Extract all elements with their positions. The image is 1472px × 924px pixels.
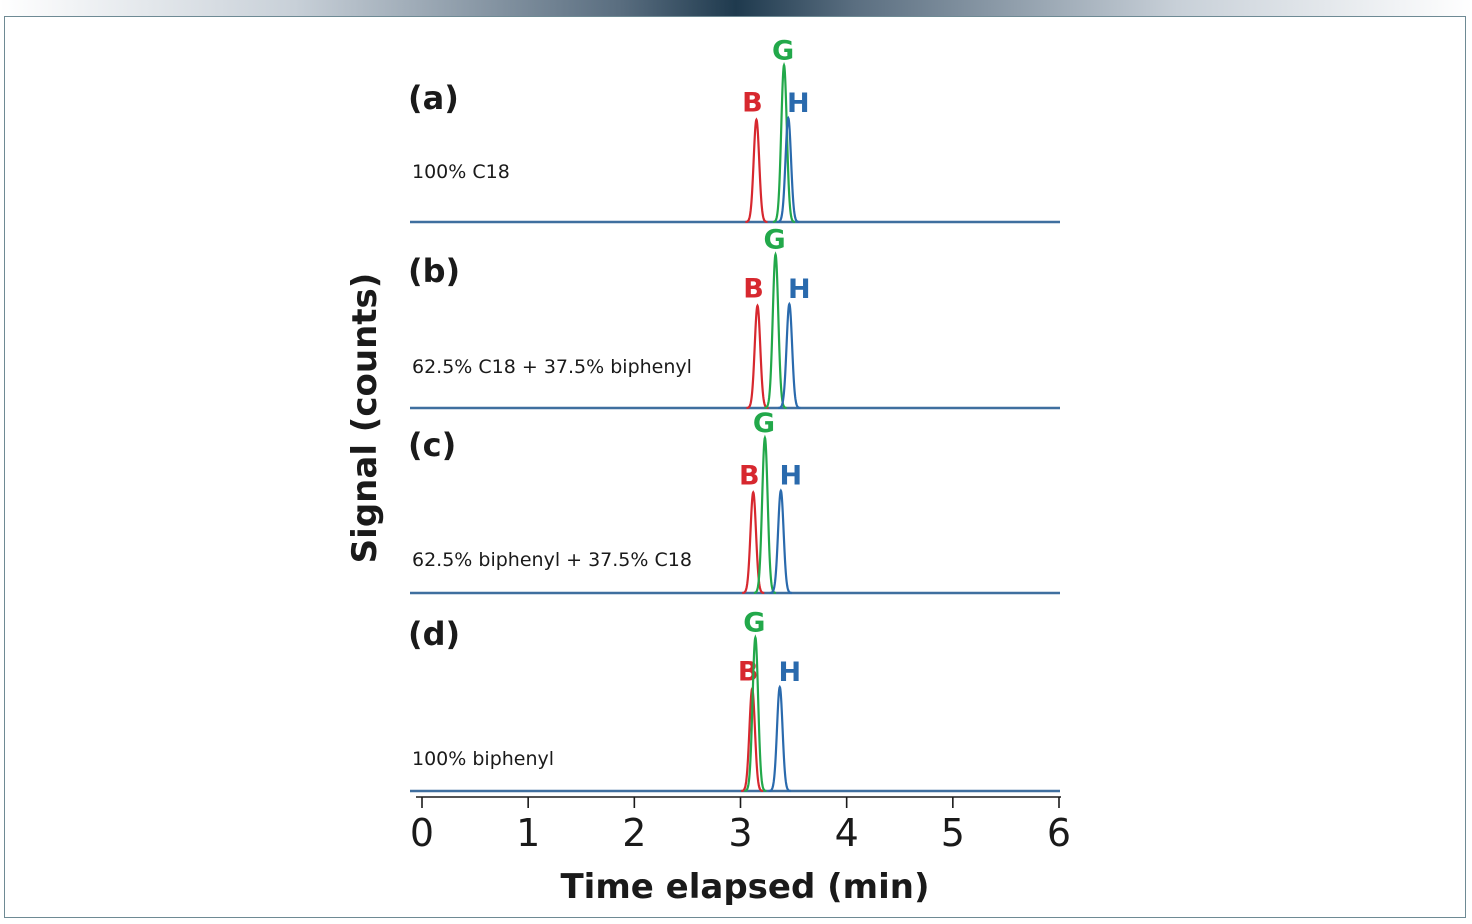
peak-label-G: G — [772, 35, 794, 66]
x-tick-label: 5 — [941, 811, 965, 855]
peak-label-H: H — [787, 88, 810, 119]
peak-H — [778, 301, 801, 410]
peak-label-H: H — [778, 657, 801, 688]
condition-label: 100% biphenyl — [412, 748, 554, 770]
panel-label: (a) — [408, 79, 459, 117]
peak-G — [772, 61, 796, 224]
peak-B — [742, 490, 765, 595]
peak-H — [777, 115, 800, 224]
panel-label: (c) — [408, 426, 456, 464]
peak-label-H: H — [788, 274, 811, 305]
x-tick-label: 1 — [516, 811, 540, 855]
peak-label-B: B — [738, 657, 759, 688]
peak-label-B: B — [742, 88, 763, 119]
peak-B — [745, 117, 768, 224]
x-tick-label: 2 — [622, 811, 646, 855]
y-axis-title: Signal (counts) — [345, 273, 385, 564]
peak-H — [768, 684, 791, 793]
peak-H — [769, 488, 792, 595]
peak-G — [744, 634, 767, 793]
x-axis: 0 1 2 3 4 5 6 — [410, 796, 1071, 855]
top-gradient-bar — [0, 0, 1472, 18]
peak-G — [764, 251, 787, 410]
panel-c: BGH (c) 62.5% biphenyl + 37.5% C18 — [408, 408, 1060, 595]
peak-label-B: B — [739, 460, 760, 491]
condition-label: 100% C18 — [412, 161, 510, 183]
peak-G — [753, 434, 777, 595]
peak-label-G: G — [743, 608, 765, 639]
panel-label: (d) — [408, 615, 460, 653]
x-tick-label: 3 — [728, 811, 752, 855]
peak-label-H: H — [780, 461, 803, 492]
panel-a: BGH (a) 100% C18 — [408, 35, 1060, 224]
panel-b: BGH (b) 62.5% C18 + 37.5% biphenyl — [408, 225, 1060, 410]
figure-frame — [4, 16, 1466, 918]
peak-B — [746, 303, 769, 410]
peak-label-G: G — [763, 225, 785, 256]
x-tick-label: 4 — [835, 811, 859, 855]
panel-d: BGH (d) 100% biphenyl — [408, 608, 1060, 793]
peak-label-G: G — [753, 408, 775, 439]
condition-label: 62.5% C18 + 37.5% biphenyl — [412, 356, 692, 378]
x-tick-label: 6 — [1047, 811, 1071, 855]
x-axis-title: Time elapsed (min) — [560, 867, 929, 907]
peak-label-B: B — [743, 274, 764, 305]
condition-label: 62.5% biphenyl + 37.5% C18 — [412, 549, 692, 571]
panel-label: (b) — [408, 252, 460, 290]
x-tick-label: 0 — [410, 811, 434, 855]
